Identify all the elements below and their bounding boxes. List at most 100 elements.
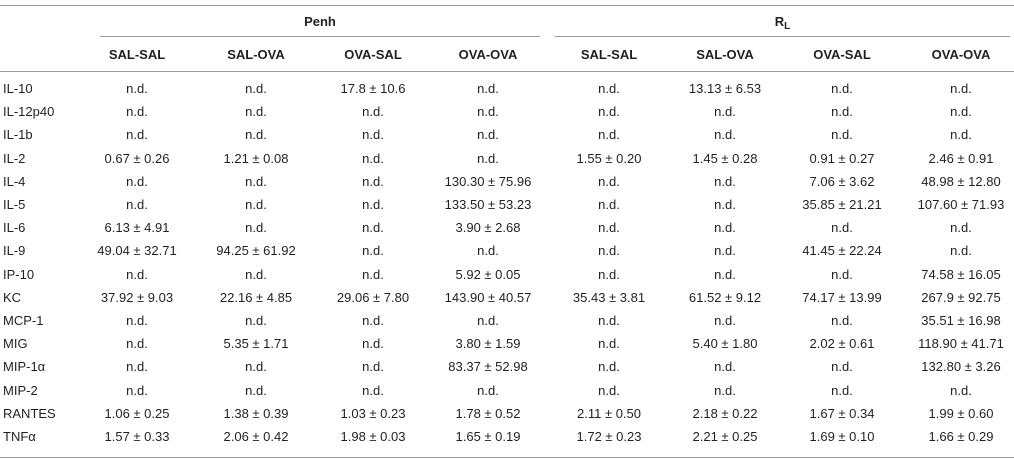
table-cell: 3.80 ± 1.59: [455, 336, 521, 351]
table-cell: n.d.: [362, 359, 384, 374]
table-cell: n.d.: [950, 127, 972, 142]
table-cell: 1.65 ± 0.19: [455, 429, 521, 444]
table-cell: n.d.: [598, 313, 620, 328]
table-cell: n.d.: [477, 104, 499, 119]
row-label: IL-2: [3, 151, 26, 166]
table-cell: n.d.: [950, 383, 972, 398]
table-cell: n.d.: [831, 104, 853, 119]
column-header: SAL-SAL: [108, 47, 166, 62]
table-cell: 0.67 ± 0.26: [104, 151, 170, 166]
table-cell: n.d.: [477, 383, 499, 398]
table-cell: 1.67 ± 0.34: [809, 406, 875, 421]
table-cell: n.d.: [245, 383, 267, 398]
table-cell: n.d.: [714, 174, 736, 189]
table-cell: n.d.: [714, 359, 736, 374]
table-cell: n.d.: [598, 174, 620, 189]
table-cell: n.d.: [831, 383, 853, 398]
table-cell: 0.91 ± 0.27: [809, 151, 875, 166]
row-label: KC: [3, 290, 22, 305]
table-cell: n.d.: [598, 336, 620, 351]
table-cell: n.d.: [245, 127, 267, 142]
table-cell: n.d.: [714, 127, 736, 142]
row-label: MCP-1: [3, 313, 44, 328]
table-cell: 2.06 ± 0.42: [223, 429, 289, 444]
table-cell: 5.35 ± 1.71: [223, 336, 289, 351]
table-cell: n.d.: [831, 220, 853, 235]
table-cell: n.d.: [362, 267, 384, 282]
table-cell: n.d.: [126, 81, 148, 96]
table-cell: n.d.: [598, 243, 620, 258]
table-cell: n.d.: [950, 220, 972, 235]
column-header: SAL-OVA: [227, 47, 285, 62]
table-cell: n.d.: [714, 267, 736, 282]
table-cell: n.d.: [714, 197, 736, 212]
table-cell: n.d.: [831, 359, 853, 374]
table-cell: 2.46 ± 0.91: [928, 151, 994, 166]
table-cell: n.d.: [714, 243, 736, 258]
row-label: TNFα: [3, 429, 36, 444]
table-cell: 29.06 ± 7.80: [336, 290, 410, 305]
table-cell: 5.92 ± 0.05: [455, 267, 521, 282]
row-label: IL-6: [3, 220, 26, 235]
table-cell: 130.30 ± 75.96: [444, 174, 532, 189]
table-cell: 48.98 ± 12.80: [921, 174, 1001, 189]
table-cell: n.d.: [362, 174, 384, 189]
table-cell: n.d.: [245, 359, 267, 374]
column-header: OVA-SAL: [813, 47, 871, 62]
table-cell: 49.04 ± 32.71: [97, 243, 177, 258]
rl-group-rule: [555, 36, 1010, 37]
table-cell: n.d.: [126, 383, 148, 398]
table-cell: 41.45 ± 22.24: [802, 243, 882, 258]
table-cell: n.d.: [126, 104, 148, 119]
table-cell: n.d.: [831, 81, 853, 96]
table-cell: 1.03 ± 0.23: [340, 406, 406, 421]
row-label: RANTES: [3, 406, 56, 421]
column-header: SAL-SAL: [580, 47, 638, 62]
table-cell: n.d.: [950, 243, 972, 258]
table-cell: 107.60 ± 71.93: [917, 197, 1005, 212]
table-top-rule: [0, 5, 1014, 6]
table-bottom-rule: [0, 457, 1014, 458]
row-label: MIP-2: [3, 383, 38, 398]
table-cell: 94.25 ± 61.92: [216, 243, 296, 258]
table-cell: n.d.: [598, 81, 620, 96]
table-cell: n.d.: [362, 197, 384, 212]
table-cell: 83.37 ± 52.98: [448, 359, 528, 374]
table-cell: 6.13 ± 4.91: [104, 220, 170, 235]
row-label: IP-10: [3, 267, 35, 282]
table-cell: 1.72 ± 0.23: [576, 429, 642, 444]
penh-group-rule: [100, 36, 540, 37]
table-cell: 2.02 ± 0.61: [809, 336, 875, 351]
table-cell: n.d.: [126, 174, 148, 189]
table-cell: 143.90 ± 40.57: [444, 290, 532, 305]
row-label: IL-4: [3, 174, 26, 189]
table-cell: 267.9 ± 92.75: [921, 290, 1001, 305]
table-cell: n.d.: [598, 104, 620, 119]
table-cell: 13.13 ± 6.53: [688, 81, 762, 96]
table-cell: n.d.: [362, 104, 384, 119]
table-cell: n.d.: [245, 220, 267, 235]
header-bottom-rule: [0, 71, 1014, 72]
table-cell: n.d.: [245, 267, 267, 282]
table-cell: 5.40 ± 1.80: [692, 336, 758, 351]
table-cell: n.d.: [714, 104, 736, 119]
group-header-rl-subscript: L: [784, 21, 791, 32]
row-label: MIG: [3, 336, 28, 351]
table-cell: n.d.: [598, 383, 620, 398]
table-cell: 1.99 ± 0.60: [928, 406, 994, 421]
table-cell: 7.06 ± 3.62: [809, 174, 875, 189]
table-cell: n.d.: [245, 174, 267, 189]
table-cell: n.d.: [126, 267, 148, 282]
table-cell: 17.8 ± 10.6: [340, 81, 406, 96]
table-cell: n.d.: [831, 127, 853, 142]
table-cell: n.d.: [245, 81, 267, 96]
table-cell: 35.85 ± 21.21: [802, 197, 882, 212]
table-cell: n.d.: [362, 220, 384, 235]
table-cell: n.d.: [362, 313, 384, 328]
table-cell: n.d.: [362, 127, 384, 142]
column-header: OVA-SAL: [344, 47, 402, 62]
table-cell: n.d.: [477, 243, 499, 258]
table-cell: n.d.: [126, 359, 148, 374]
table-cell: n.d.: [477, 151, 499, 166]
table-cell: n.d.: [477, 313, 499, 328]
